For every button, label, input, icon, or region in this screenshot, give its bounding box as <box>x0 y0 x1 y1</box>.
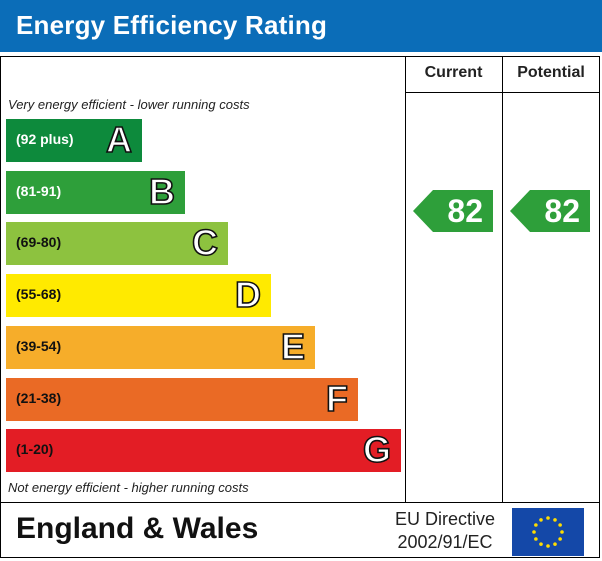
caption-bottom: Not energy efficient - higher running co… <box>8 480 249 495</box>
band-letter: F <box>325 377 349 419</box>
eu-star <box>546 544 550 548</box>
band-letter: D <box>234 274 262 316</box>
current-rating-value: 82 <box>447 193 483 229</box>
page-title: Energy Efficiency Rating <box>16 10 328 40</box>
caption-top: Very energy efficient - lower running co… <box>8 97 250 112</box>
band-a: (92 plus) A <box>6 119 142 162</box>
band-range: (21-38) <box>16 389 62 406</box>
eu-star <box>546 516 550 520</box>
column-divider-left <box>405 57 406 502</box>
potential-rating-arrow: 82 <box>510 190 590 232</box>
band-e: (39-54) E <box>6 325 315 369</box>
eu-star <box>558 523 562 527</box>
rating-frame <box>0 56 600 558</box>
band-range: (1-20) <box>16 441 54 458</box>
band-b: (81-91) B <box>6 170 185 214</box>
column-header-potential: Potential <box>517 64 585 81</box>
eu-star <box>532 530 536 534</box>
eu-star <box>560 530 564 534</box>
band-range: (69-80) <box>16 234 62 251</box>
directive-line-1: EU Directive <box>394 509 496 529</box>
band-d: (55-68) D <box>6 274 271 318</box>
eu-directive-label: EU Directive 2002/91/EC <box>386 508 504 554</box>
eu-stars <box>512 508 584 556</box>
band-c: (69-80) C <box>6 222 228 266</box>
footer-divider <box>0 502 600 503</box>
region-label: England & Wales <box>16 512 259 545</box>
band-letter: G <box>362 429 392 471</box>
band-range: (92 plus) <box>16 131 74 147</box>
column-header-underline <box>405 92 600 93</box>
current-rating-arrow: 82 <box>413 190 493 232</box>
band-f: (21-38) F <box>6 377 358 421</box>
band-letter: E <box>280 325 306 367</box>
eu-flag-icon <box>512 508 584 556</box>
band-g: (1-20) G <box>6 429 401 473</box>
eu-star <box>553 518 557 522</box>
band-letter: A <box>105 119 133 161</box>
eu-star <box>534 523 538 527</box>
eu-star <box>539 518 543 522</box>
band-range: (39-54) <box>16 337 62 354</box>
eu-star <box>558 537 562 541</box>
arrow-shape <box>510 190 590 232</box>
band-range: (55-68) <box>16 286 62 303</box>
eu-star <box>534 537 538 541</box>
band-letter: B <box>148 170 176 212</box>
potential-rating-value: 82 <box>544 193 580 229</box>
column-divider-right <box>502 57 503 502</box>
arrow-shape <box>413 190 493 232</box>
band-letter: C <box>191 222 219 264</box>
column-header-current: Current <box>424 64 483 81</box>
eu-star <box>539 542 543 546</box>
eu-star <box>553 542 557 546</box>
band-range: (81-91) <box>16 182 62 199</box>
header-bar: Energy Efficiency Rating <box>0 0 602 52</box>
directive-line-2: 2002/91/EC <box>397 532 493 552</box>
